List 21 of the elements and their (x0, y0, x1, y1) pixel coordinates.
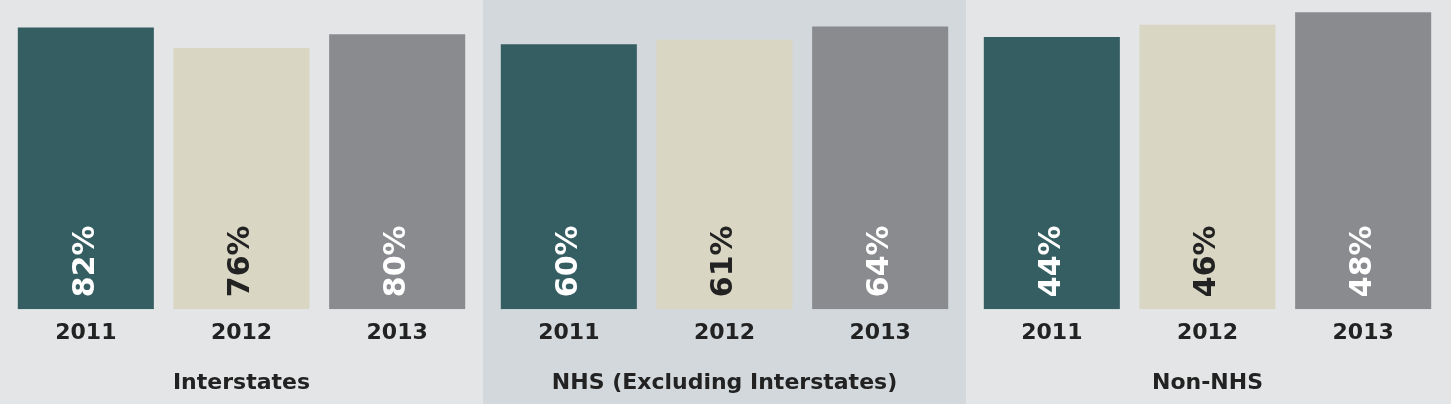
data-label: 64% (859, 225, 895, 298)
data-label: 61% (704, 225, 740, 298)
x-tick-label: 2012 (1176, 319, 1239, 345)
x-axis-title: NHS (Excluding Interstates) (551, 368, 898, 394)
x-axis-title: Interstates (172, 368, 311, 394)
x-tick-label: 2011 (55, 319, 117, 345)
data-label: 44% (1031, 225, 1067, 298)
x-tick-label: 2013 (849, 319, 911, 345)
data-label: 46% (1187, 225, 1223, 298)
data-label: 76% (221, 225, 257, 298)
x-tick-label: 2013 (366, 319, 428, 345)
x-tick-label: 2011 (538, 319, 600, 345)
data-label: 82% (65, 225, 101, 298)
data-label: 60% (548, 225, 584, 298)
x-tick-label: 2012 (693, 319, 756, 345)
x-tick-label: 2013 (1332, 319, 1394, 345)
data-label: 48% (1342, 225, 1378, 298)
x-tick-label: 2012 (210, 319, 273, 345)
data-label: 80% (376, 225, 412, 298)
x-axis-title: Non-NHS (1152, 368, 1263, 394)
x-tick-label: 2011 (1021, 319, 1083, 345)
